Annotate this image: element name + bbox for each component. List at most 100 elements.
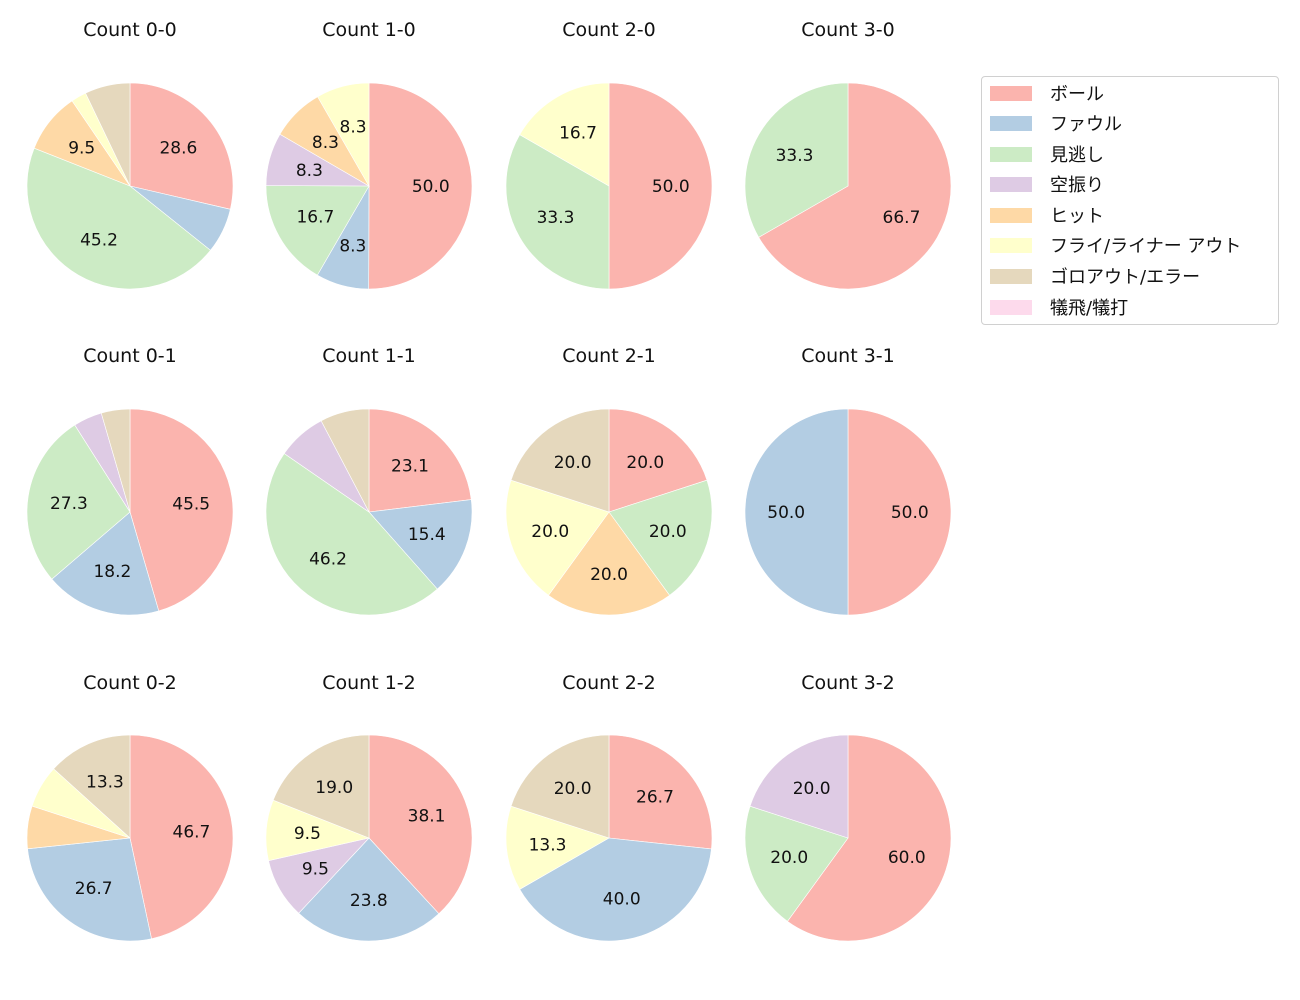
pie-slice <box>519 837 712 942</box>
legend-item-ball: ボール <box>990 81 1104 105</box>
legend-label: ボール <box>1050 84 1104 105</box>
slice-label: 20.0 <box>554 453 592 473</box>
pie-slice <box>53 734 131 839</box>
slice-label: 9.5 <box>302 860 329 880</box>
slice-label: 26.7 <box>75 879 113 899</box>
pie-count-2-0: Count 2-0 50.0 33.3 16.7 <box>505 19 713 290</box>
slice-label: 27.3 <box>50 494 88 514</box>
slice-label: 20.0 <box>531 522 569 542</box>
pie-slice <box>129 82 234 210</box>
pie-title: Count 1-2 <box>322 672 416 694</box>
legend-item-foul: ファウル <box>990 111 1122 135</box>
pie-title: Count 0-1 <box>83 345 177 367</box>
pie-slice <box>85 82 131 187</box>
slice-label: 50.0 <box>652 177 690 197</box>
slice-label: 13.3 <box>529 835 567 855</box>
pie-slice <box>298 837 440 942</box>
slice-label: 18.2 <box>93 562 131 582</box>
pie-title: Count 1-1 <box>322 345 416 367</box>
legend-label: ヒット <box>1050 206 1104 227</box>
slice-label: 46.7 <box>173 823 211 843</box>
pie-slice <box>744 805 849 922</box>
pie-slice <box>368 82 473 290</box>
legend-item-hit: ヒット <box>990 203 1104 227</box>
legend-label: フライ/ライナー アウト <box>1050 236 1242 257</box>
slice-label: 16.7 <box>296 208 334 228</box>
pie-slice <box>847 408 952 616</box>
legend-swatch-swinging-strike <box>990 176 1032 192</box>
pie-slice <box>129 408 234 612</box>
pie-slice <box>510 734 610 839</box>
legend-swatch-sacrifice <box>990 299 1032 315</box>
legend-item-sacrifice: 犠飛/犠打 <box>990 295 1128 319</box>
slice-label: 20.0 <box>793 779 831 799</box>
pie-slice <box>608 479 713 596</box>
pie-title: Count 0-0 <box>83 19 177 41</box>
slice-label: 28.6 <box>159 139 197 159</box>
pie-slice <box>510 408 610 513</box>
legend-label: ゴロアウト/エラー <box>1050 267 1201 288</box>
slice-label: 16.7 <box>559 124 597 144</box>
legend-swatch-fly-liner-out <box>990 237 1032 253</box>
pie-slice <box>100 408 131 513</box>
slice-label: 20.0 <box>626 453 664 473</box>
pie-slice <box>608 734 713 850</box>
pie-slice <box>608 408 708 513</box>
slice-label: 50.0 <box>891 503 929 523</box>
pie-count-0-2: Count 0-2 46.7 26.7 13.3 <box>26 672 234 942</box>
pie-slice <box>272 734 370 839</box>
pie-count-0-0: Count 0-0 28.6 45.2 9.5 <box>26 19 234 290</box>
pie-title: Count 0-2 <box>83 672 177 694</box>
pie-slice <box>317 82 370 188</box>
slice-label: 23.8 <box>350 891 388 911</box>
pie-slice <box>749 734 849 839</box>
pie-count-1-1: Count 1-1 23.1 15.4 46.2 <box>265 345 473 616</box>
slice-label: 15.4 <box>408 525 446 545</box>
pie-count-2-1: Count 2-1 20.0 20.0 20.0 20.0 20.0 <box>505 345 713 616</box>
pie-title: Count 2-2 <box>562 672 656 694</box>
pie-count-0-1: Count 0-1 45.5 18.2 27.3 <box>26 345 234 616</box>
pie-title: Count 2-1 <box>562 345 656 367</box>
slice-label: 20.0 <box>590 565 628 585</box>
pie-slice <box>368 499 473 590</box>
slice-label: 50.0 <box>412 177 450 197</box>
pie-title: Count 3-2 <box>801 672 895 694</box>
pie-slice <box>758 82 952 290</box>
slice-label: 66.7 <box>883 208 921 228</box>
slice-label: 26.7 <box>636 788 674 808</box>
pie-title: Count 3-1 <box>801 345 895 367</box>
slice-label: 45.5 <box>172 494 210 514</box>
pie-count-2-2: Count 2-2 26.7 40.0 13.3 20.0 <box>505 672 713 942</box>
pie-slice <box>320 408 370 513</box>
slice-label: 45.2 <box>80 230 118 250</box>
legend: ボール ファウル 見逃し 空振り ヒット フライ/ライナー アウト ゴロアウト/… <box>981 76 1279 325</box>
legend-swatch-hit <box>990 207 1032 223</box>
pie-slice <box>26 424 131 580</box>
pie-slice <box>519 82 610 187</box>
pie-count-3-0: Count 3-0 66.7 33.3 <box>744 19 952 290</box>
pie-slice <box>787 734 952 942</box>
legend-item-fly-liner-out: フライ/ライナー アウト <box>990 233 1241 257</box>
slice-label: 38.1 <box>408 806 446 826</box>
slice-label: 20.0 <box>649 522 687 542</box>
slice-label: 33.3 <box>537 208 575 228</box>
pie-slice <box>265 185 370 276</box>
legend-item-called-strike: 見逃し <box>990 142 1104 166</box>
legend-item-ground-out-error: ゴロアウト/エラー <box>990 264 1200 288</box>
legend-label: 犠飛/犠打 <box>1050 298 1129 319</box>
pie-count-3-2: Count 3-2 60.0 20.0 20.0 <box>744 672 952 942</box>
pie-slice <box>265 453 438 616</box>
legend-item-swinging-strike: 空振り <box>990 172 1104 196</box>
pie-slice <box>505 479 610 596</box>
pie-slice <box>744 408 849 616</box>
slice-label: 9.5 <box>294 824 321 844</box>
legend-swatch-ball <box>990 85 1032 101</box>
legend-swatch-called-strike <box>990 146 1032 162</box>
pie-slice <box>505 134 610 290</box>
slice-label: 8.3 <box>296 161 323 181</box>
pie-slice <box>548 511 670 616</box>
legend-label: ファウル <box>1050 114 1122 135</box>
slice-label: 46.2 <box>309 549 347 569</box>
pie-slice <box>51 511 160 616</box>
slice-label: 19.0 <box>315 778 353 798</box>
